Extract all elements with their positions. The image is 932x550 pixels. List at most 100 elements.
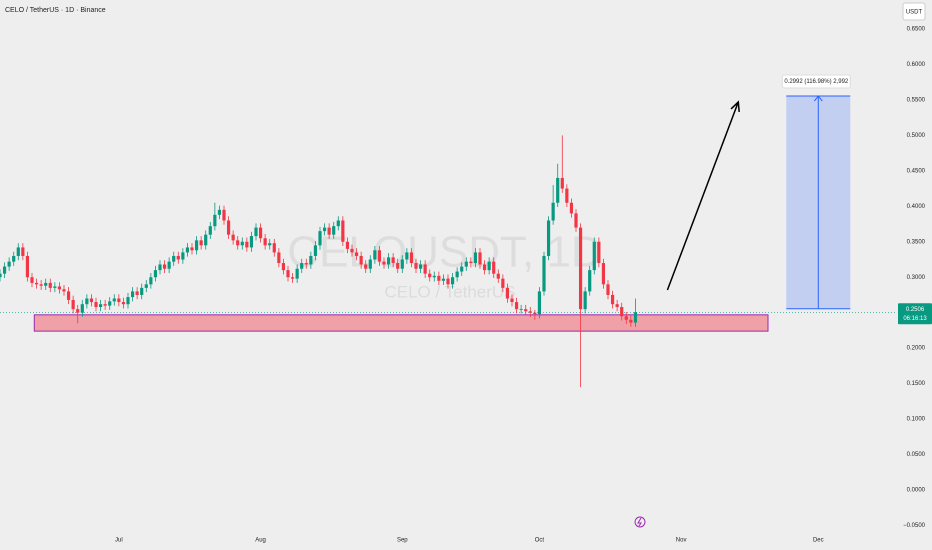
y-tick-label: 0.2000 bbox=[907, 346, 926, 352]
candle-body bbox=[94, 302, 98, 308]
candle-body bbox=[263, 238, 267, 246]
candle-body bbox=[204, 234, 208, 246]
y-tick-label: 0.1000 bbox=[907, 417, 926, 423]
candle-body bbox=[62, 289, 66, 292]
y-tick-label: 0.5000 bbox=[907, 133, 926, 139]
support-zone bbox=[33, 314, 769, 332]
last-price-box bbox=[898, 303, 932, 325]
candle-body bbox=[400, 259, 404, 269]
candle-body bbox=[48, 282, 52, 288]
candle-body bbox=[57, 286, 62, 290]
candle-body bbox=[103, 304, 107, 306]
candle-body bbox=[313, 245, 318, 256]
alert-icon[interactable] bbox=[634, 516, 646, 528]
y-tick-label: 0.0000 bbox=[907, 488, 926, 494]
trend-arrow bbox=[666, 101, 739, 291]
candle-body bbox=[176, 255, 180, 260]
y-tick-label: 0.6000 bbox=[907, 62, 926, 68]
x-tick-label: Oct bbox=[535, 538, 545, 544]
x-tick-label: Jul bbox=[115, 538, 123, 544]
candle-body bbox=[606, 284, 610, 295]
candle-body bbox=[217, 209, 222, 215]
candle-body bbox=[469, 261, 473, 264]
candle-body bbox=[2, 266, 7, 274]
candle-body bbox=[85, 298, 89, 305]
candle-body bbox=[249, 236, 254, 248]
candle-body bbox=[514, 302, 519, 310]
candle-body bbox=[386, 257, 391, 265]
candle-body bbox=[428, 273, 432, 278]
candle-body bbox=[546, 220, 551, 256]
candle-body bbox=[44, 282, 48, 286]
candle-body bbox=[295, 268, 299, 279]
candle-body bbox=[560, 177, 564, 189]
candle-body bbox=[12, 255, 16, 262]
candle-body bbox=[66, 291, 71, 300]
candle-body bbox=[108, 301, 112, 306]
x-tick-label: Sep bbox=[397, 538, 408, 544]
candle-body bbox=[359, 255, 363, 265]
candle-body bbox=[368, 259, 372, 269]
candle-body bbox=[533, 312, 537, 315]
candle-body bbox=[89, 298, 94, 303]
candle-body bbox=[190, 247, 194, 251]
candle-body bbox=[304, 263, 308, 265]
candle-body bbox=[556, 177, 560, 203]
candle-body bbox=[382, 261, 386, 265]
candle-body bbox=[615, 304, 619, 308]
candle-body bbox=[345, 241, 350, 249]
candle-body bbox=[551, 202, 555, 221]
x-tick-label: Nov bbox=[676, 538, 687, 544]
candle-body bbox=[341, 220, 345, 242]
candle-body bbox=[423, 264, 427, 274]
candle-body bbox=[610, 294, 615, 305]
icon-bolt bbox=[637, 517, 642, 527]
y-tick-label: 0.0500 bbox=[907, 452, 926, 458]
candle-body bbox=[208, 226, 212, 235]
target-label: 0.2992 (116.98%) 2,992 bbox=[784, 79, 849, 85]
candle-body bbox=[140, 287, 144, 295]
candle-body bbox=[405, 252, 409, 260]
candle-body bbox=[21, 247, 25, 256]
candle-body bbox=[240, 241, 244, 246]
candle-body bbox=[258, 227, 263, 239]
candle-body bbox=[16, 247, 20, 256]
y-tick-label: 0.4500 bbox=[907, 168, 926, 174]
candle-body bbox=[185, 247, 190, 253]
candle-body bbox=[76, 309, 80, 313]
candle-body bbox=[464, 261, 468, 267]
candle-body bbox=[336, 220, 340, 227]
candle-body bbox=[505, 287, 510, 299]
watermark-subtitle: CELO / TetherUS bbox=[384, 282, 515, 301]
candle-body bbox=[569, 202, 574, 214]
candle-body bbox=[528, 311, 532, 313]
candle-body bbox=[364, 264, 368, 269]
candle-body bbox=[199, 240, 203, 246]
candle-body bbox=[245, 241, 249, 248]
candle-body bbox=[629, 319, 633, 323]
candle-body bbox=[487, 261, 491, 271]
candle-body bbox=[377, 250, 382, 262]
candle-body bbox=[318, 231, 322, 246]
candle-body bbox=[272, 243, 276, 253]
candle-body bbox=[414, 263, 418, 269]
y-tick-label: 0.3000 bbox=[907, 275, 926, 281]
trend-arrowhead bbox=[730, 100, 740, 113]
candle-body bbox=[473, 252, 478, 264]
x-tick-label: Aug bbox=[255, 538, 266, 544]
candle-body bbox=[583, 291, 587, 310]
candle-body bbox=[181, 252, 185, 260]
candle-body bbox=[350, 248, 354, 253]
candle-body bbox=[460, 266, 464, 272]
y-tick-label: 0.3500 bbox=[907, 239, 926, 245]
candle-body bbox=[332, 226, 336, 235]
y-tick-label: −0.0500 bbox=[903, 523, 926, 529]
candle-body bbox=[519, 309, 523, 310]
icon-circle bbox=[634, 516, 646, 528]
candle-body bbox=[80, 304, 84, 313]
candle-body bbox=[309, 255, 313, 265]
candle-body bbox=[268, 243, 272, 246]
y-tick-label: 0.1500 bbox=[907, 381, 926, 387]
target-arrowhead bbox=[813, 95, 823, 102]
